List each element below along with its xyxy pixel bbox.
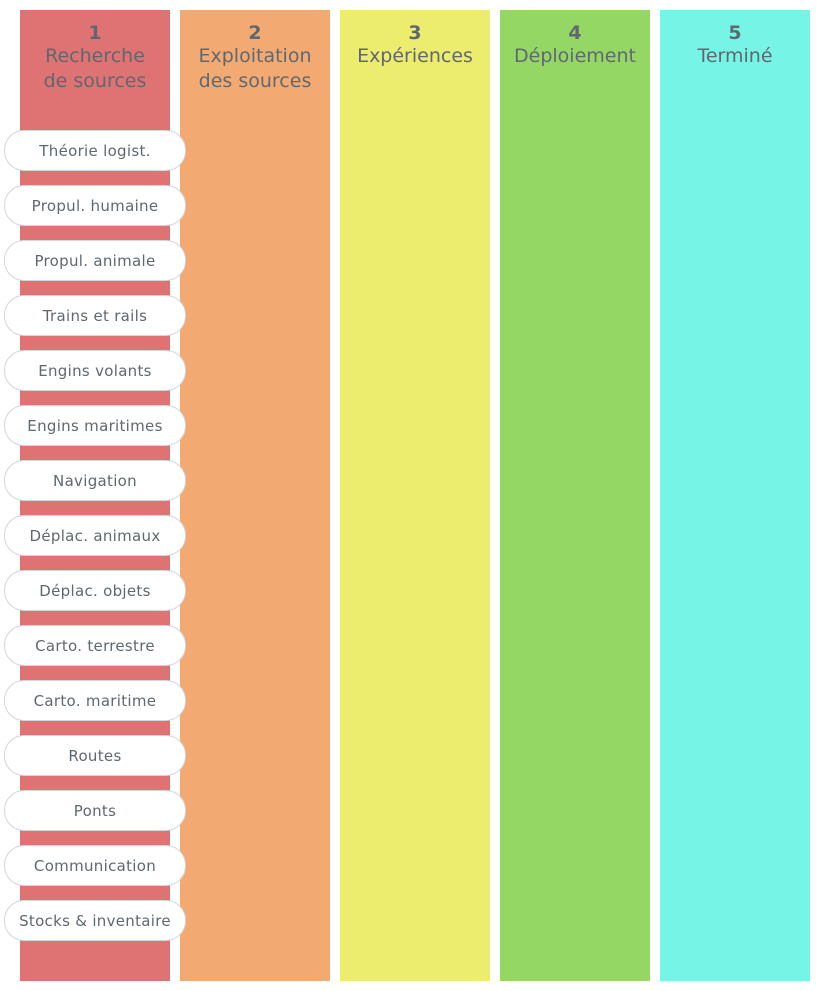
card-trains-et-rails[interactable]: Trains et rails [4, 295, 186, 336]
column-number: 5 [728, 22, 742, 44]
column-header: 5 Terminé [660, 22, 810, 69]
column-number: 3 [408, 22, 422, 44]
card-communication[interactable]: Communication [4, 845, 186, 886]
card-stocks-inventaire[interactable]: Stocks & inventaire [4, 900, 186, 941]
column-header: 3 Expériences [340, 22, 490, 69]
card-propul-humaine[interactable]: Propul. humaine [4, 185, 186, 226]
card-theorie-logist[interactable]: Théorie logist. [4, 130, 186, 171]
column-number: 1 [88, 22, 102, 44]
column-title: Terminé [697, 45, 773, 67]
column-header: 4 Déploiement [500, 22, 650, 69]
column-title: Exploitation des sources [198, 45, 312, 92]
card-routes[interactable]: Routes [4, 735, 186, 776]
card-navigation[interactable]: Navigation [4, 460, 186, 501]
card-ponts[interactable]: Ponts [4, 790, 186, 831]
card-carto-terrestre[interactable]: Carto. terrestre [4, 625, 186, 666]
card-propul-animale[interactable]: Propul. animale [4, 240, 186, 281]
card-engins-maritimes[interactable]: Engins maritimes [4, 405, 186, 446]
column-title: Recherche de sources [43, 45, 147, 92]
column-exploitation-des-sources: 2 Exploitation des sources [180, 10, 330, 981]
column-title: Déploiement [514, 45, 636, 67]
card-deplac-objets[interactable]: Déplac. objets [4, 570, 186, 611]
card-carto-maritime[interactable]: Carto. maritime [4, 680, 186, 721]
card-deplac-animaux[interactable]: Déplac. animaux [4, 515, 186, 556]
column-number: 4 [568, 22, 582, 44]
card-list: Théorie logist. Propul. humaine Propul. … [4, 130, 186, 955]
column-title: Expériences [357, 45, 473, 67]
column-header: 2 Exploitation des sources [180, 22, 330, 94]
column-number: 2 [248, 22, 262, 44]
column-deploiement: 4 Déploiement [500, 10, 650, 981]
column-termine: 5 Terminé [660, 10, 810, 981]
column-experiences: 3 Expériences [340, 10, 490, 981]
card-engins-volants[interactable]: Engins volants [4, 350, 186, 391]
column-header: 1 Recherche de sources [20, 22, 170, 94]
